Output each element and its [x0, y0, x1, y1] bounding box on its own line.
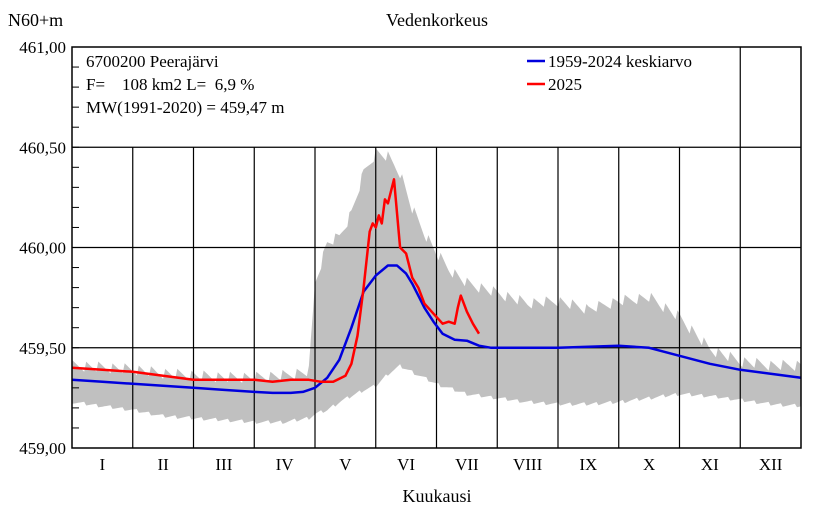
y-tick-label: 459,50	[19, 339, 66, 358]
series-line-2025	[71, 178, 481, 384]
y-tick-label: 459,00	[19, 439, 66, 458]
station-info: 6700200 Peerajärvi	[86, 52, 219, 71]
x-tick-label: VI	[397, 455, 415, 474]
x-tick-label: II	[157, 455, 169, 474]
x-tick-label: X	[643, 455, 655, 474]
x-tick-label: IX	[579, 455, 597, 474]
chart-title: Vedenkorkeus	[386, 10, 488, 30]
x-tick-label: IV	[276, 455, 295, 474]
x-tick-label: XI	[701, 455, 719, 474]
plot-frame	[71, 46, 802, 449]
grid-layer	[72, 46, 801, 449]
x-tick-label: VIII	[513, 455, 543, 474]
frame-layer	[71, 46, 802, 449]
legend-label-mean: 1959-2024 keskiarvo	[548, 52, 692, 71]
y-tick-label: 460,50	[19, 138, 66, 157]
y-tick-label: 461,00	[19, 38, 66, 57]
x-tick-label: I	[100, 455, 106, 474]
series-line-mean	[71, 264, 802, 395]
x-tick-label: V	[339, 455, 352, 474]
y-tick-label: 460,00	[19, 239, 66, 258]
y-axis-label: N60+m	[8, 10, 63, 30]
x-tick-label: XII	[759, 455, 783, 474]
area-info: F= 108 km2 L= 6,9 %	[86, 75, 254, 94]
text-layer: N60+m Vedenkorkeus Kuukausi 6700200 Peer…	[8, 10, 783, 506]
legend-label-2025: 2025	[548, 75, 582, 94]
x-tick-label: III	[215, 455, 232, 474]
x-tick-label: VII	[455, 455, 479, 474]
x-axis-label: Kuukausi	[403, 486, 472, 506]
series-layer	[71, 178, 802, 395]
mw-info: MW(1991-2020) = 459,47 m	[86, 98, 284, 117]
